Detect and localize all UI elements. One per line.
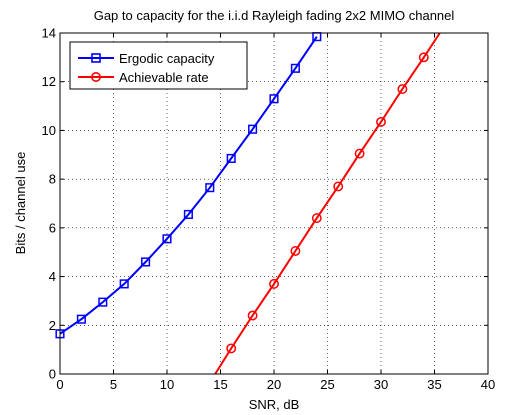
data-point-achievable-rate: [226, 343, 237, 354]
data-point-achievable-rate: [397, 84, 408, 94]
data-point-achievable-rate: [311, 213, 322, 224]
x-tick-label: 5: [110, 377, 117, 392]
legend: Ergodic capacity Achievable rate: [69, 41, 248, 90]
y-tick-label: 2: [49, 318, 56, 333]
data-point-ergodic-capacity: [162, 234, 172, 244]
series-line-ergodic-capacity: [59, 36, 318, 335]
data-point-achievable-rate: [376, 116, 386, 127]
x-tick-label: 15: [213, 377, 227, 392]
data-point-achievable-rate: [247, 310, 258, 321]
x-tick-label: 25: [320, 377, 334, 392]
legend-marker-ergodic-capacity: [91, 53, 101, 63]
data-point-ergodic-capacity: [248, 124, 258, 134]
chart-title: Gap to capacity for the i.i.d Rayleigh f…: [94, 8, 455, 23]
data-point-ergodic-capacity: [226, 153, 236, 163]
data-point-ergodic-capacity: [98, 297, 108, 307]
data-point-achievable-rate: [269, 278, 279, 289]
x-tick-label: 35: [427, 377, 441, 392]
y-axis-label: Bits / channel use: [13, 152, 28, 255]
data-point-achievable-rate: [333, 181, 344, 192]
x-tick-label: 40: [481, 377, 495, 392]
data-point-ergodic-capacity: [269, 94, 279, 104]
data-point-ergodic-capacity: [141, 257, 151, 267]
data-point-achievable-rate: [354, 148, 365, 159]
legend-box: [69, 41, 248, 90]
series-layer: [55, 32, 441, 375]
y-tick-label: 6: [49, 220, 56, 235]
data-point-ergodic-capacity: [183, 209, 193, 220]
data-point-achievable-rate: [418, 52, 429, 63]
y-tick-label: 0: [49, 367, 56, 382]
x-tick-label: 20: [267, 377, 281, 392]
x-tick-label: 30: [374, 377, 388, 392]
grid: [60, 33, 488, 374]
legend-label-achievable-rate: Achievable rate: [119, 70, 209, 85]
x-tick-label: 0: [56, 377, 63, 392]
data-point-ergodic-capacity: [119, 279, 129, 289]
data-point-ergodic-capacity: [76, 314, 86, 324]
plot-area: 0 5 10 15 20 25 30 35 40 0 2 4 6 8 10 12 14: [42, 26, 496, 393]
y-tick-label: 12: [42, 74, 56, 89]
y-tick-label: 4: [49, 269, 56, 284]
x-tick-label: 10: [160, 377, 174, 392]
legend-marker-achievable-rate: [91, 72, 102, 83]
y-tick-label: 8: [49, 172, 56, 187]
ticks: 0 5 10 15 20 25 30 35 40 0 2 4 6 8 10 12 14: [42, 26, 496, 393]
data-point-ergodic-capacity: [290, 63, 300, 73]
y-tick-label: 14: [42, 26, 56, 41]
x-axis-label: SNR, dB: [249, 397, 300, 412]
legend-label-ergodic-capacity: Ergodic capacity: [119, 51, 215, 66]
data-point-ergodic-capacity: [205, 183, 215, 193]
series-line-achievable-rate: [214, 32, 441, 375]
y-tick-label: 10: [42, 123, 56, 138]
data-point-achievable-rate: [290, 246, 301, 256]
